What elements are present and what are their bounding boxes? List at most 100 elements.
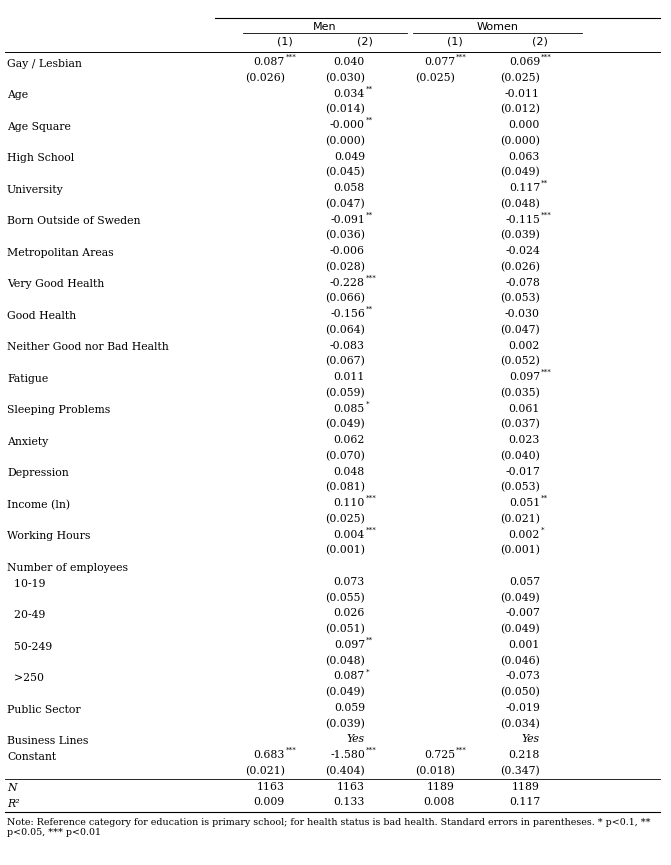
Text: (0.053): (0.053) <box>500 483 540 493</box>
Text: (0.012): (0.012) <box>500 105 540 115</box>
Text: **: ** <box>541 180 548 186</box>
Text: (0.064): (0.064) <box>325 325 365 336</box>
Text: 0.008: 0.008 <box>423 798 455 807</box>
Text: 0.063: 0.063 <box>509 151 540 162</box>
Text: 0.002: 0.002 <box>509 341 540 350</box>
Text: R²: R² <box>7 799 19 810</box>
Text: ***: *** <box>366 495 377 501</box>
Text: (0.026): (0.026) <box>245 73 285 83</box>
Text: Note: Reference category for education is primary school; for health status is b: Note: Reference category for education i… <box>7 817 650 837</box>
Text: Number of employees: Number of employees <box>7 563 128 573</box>
Text: 0.097: 0.097 <box>334 640 365 650</box>
Text: (1): (1) <box>277 37 293 47</box>
Text: Women: Women <box>476 22 519 32</box>
Text: 1163: 1163 <box>257 782 285 791</box>
Text: Men: Men <box>313 22 337 32</box>
Text: 0.026: 0.026 <box>333 608 365 618</box>
Text: (0.037): (0.037) <box>500 420 540 430</box>
Text: (0.036): (0.036) <box>325 230 365 240</box>
Text: (0.052): (0.052) <box>500 356 540 367</box>
Text: Born Outside of Sweden: Born Outside of Sweden <box>7 216 140 227</box>
Text: -0.228: -0.228 <box>330 278 365 288</box>
Text: >250: >250 <box>7 673 44 683</box>
Text: 0.087: 0.087 <box>333 671 365 682</box>
Text: (0.030): (0.030) <box>325 73 365 83</box>
Text: (0.000): (0.000) <box>325 136 365 146</box>
Text: (1): (1) <box>447 37 463 47</box>
Text: (0.001): (0.001) <box>325 546 365 555</box>
Text: ***: *** <box>541 369 552 375</box>
Text: (0.028): (0.028) <box>325 262 365 272</box>
Text: Yes: Yes <box>347 734 365 745</box>
Text: 0.011: 0.011 <box>333 372 365 382</box>
Text: (0.021): (0.021) <box>500 514 540 524</box>
Text: (0.049): (0.049) <box>501 625 540 634</box>
Text: ***: *** <box>456 54 467 61</box>
Text: High School: High School <box>7 153 74 163</box>
Text: -0.078: -0.078 <box>505 278 540 288</box>
Text: (0.039): (0.039) <box>500 230 540 240</box>
Text: (0.026): (0.026) <box>500 262 540 272</box>
Text: (0.081): (0.081) <box>325 483 365 493</box>
Text: 0.004: 0.004 <box>333 529 365 540</box>
Text: 10-19: 10-19 <box>7 579 46 589</box>
Text: (0.049): (0.049) <box>325 420 365 430</box>
Text: (2): (2) <box>357 37 373 47</box>
Text: ***: *** <box>286 747 297 753</box>
Text: Sleeping Problems: Sleeping Problems <box>7 406 110 415</box>
Text: 0.218: 0.218 <box>509 750 540 760</box>
Text: Very Good Health: Very Good Health <box>7 279 104 290</box>
Text: 0.117: 0.117 <box>509 798 540 807</box>
Text: (0.049): (0.049) <box>501 168 540 177</box>
Text: ***: *** <box>366 747 377 753</box>
Text: 0.048: 0.048 <box>333 466 365 477</box>
Text: (0.053): (0.053) <box>500 293 540 304</box>
Text: -0.073: -0.073 <box>505 671 540 682</box>
Text: Public Sector: Public Sector <box>7 705 81 714</box>
Text: (0.045): (0.045) <box>325 168 365 177</box>
Text: 0.058: 0.058 <box>333 183 365 193</box>
Text: -0.115: -0.115 <box>505 215 540 225</box>
Text: (0.055): (0.055) <box>325 593 365 603</box>
Text: (0.070): (0.070) <box>325 451 365 461</box>
Text: Yes: Yes <box>522 734 540 745</box>
Text: 0.683: 0.683 <box>254 750 285 760</box>
Text: Business Lines: Business Lines <box>7 736 89 746</box>
Text: 1189: 1189 <box>512 782 540 791</box>
Text: (0.050): (0.050) <box>500 687 540 697</box>
Text: **: ** <box>366 212 373 218</box>
Text: 0.009: 0.009 <box>254 798 285 807</box>
Text: -1.580: -1.580 <box>330 750 365 760</box>
Text: Gay / Lesbian: Gay / Lesbian <box>7 59 82 69</box>
Text: -0.091: -0.091 <box>330 215 365 225</box>
Text: 0.725: 0.725 <box>424 750 455 760</box>
Text: (0.000): (0.000) <box>500 136 540 146</box>
Text: -0.000: -0.000 <box>330 120 365 130</box>
Text: 1189: 1189 <box>427 782 455 791</box>
Text: 0.059: 0.059 <box>334 703 365 713</box>
Text: -0.030: -0.030 <box>505 309 540 319</box>
Text: 0.023: 0.023 <box>509 435 540 445</box>
Text: Metropolitan Areas: Metropolitan Areas <box>7 248 113 258</box>
Text: 0.073: 0.073 <box>333 577 365 586</box>
Text: University: University <box>7 185 64 195</box>
Text: 0.087: 0.087 <box>254 57 285 67</box>
Text: Age Square: Age Square <box>7 122 71 132</box>
Text: (0.347): (0.347) <box>501 766 540 776</box>
Text: (0.059): (0.059) <box>325 388 365 398</box>
Text: 0.002: 0.002 <box>509 529 540 540</box>
Text: Anxiety: Anxiety <box>7 437 48 447</box>
Text: -0.083: -0.083 <box>330 341 365 350</box>
Text: Constant: Constant <box>7 752 56 762</box>
Text: 0.049: 0.049 <box>334 151 365 162</box>
Text: ***: *** <box>541 212 552 218</box>
Text: -0.019: -0.019 <box>505 703 540 713</box>
Text: (0.025): (0.025) <box>415 73 455 83</box>
Text: 0.062: 0.062 <box>333 435 365 445</box>
Text: -0.024: -0.024 <box>505 247 540 256</box>
Text: (0.025): (0.025) <box>500 73 540 83</box>
Text: **: ** <box>366 86 373 92</box>
Text: Working Hours: Working Hours <box>7 531 91 541</box>
Text: 0.034: 0.034 <box>333 88 365 99</box>
Text: (0.040): (0.040) <box>500 451 540 461</box>
